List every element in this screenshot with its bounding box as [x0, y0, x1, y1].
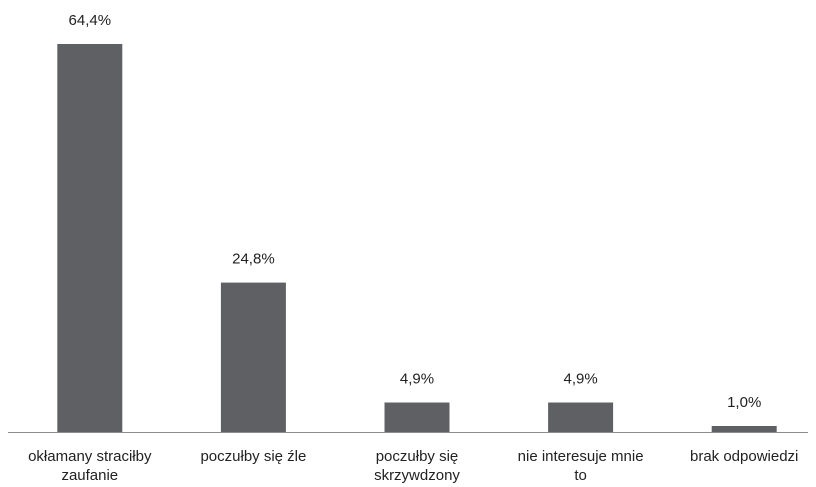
bar-3 [384, 402, 450, 432]
category-label-1: okłamany straciłby zaufanie [28, 448, 152, 484]
data-label-3: 4,9% [400, 371, 434, 388]
bar-5 [711, 426, 777, 432]
category-label-2: poczułby się źle [200, 448, 306, 465]
bar-4 [548, 402, 614, 432]
bar-2 [220, 282, 286, 432]
data-label-5: 1,0% [727, 394, 761, 411]
category-label-5: brak odpowiedzi [690, 448, 798, 465]
category-label-3: poczułby się skrzywdzony [374, 448, 460, 484]
data-label-2: 24,8% [232, 251, 275, 268]
labels-layer: 64,4% okłamany straciłby zaufanie 24,8% pocz… [28, 12, 798, 484]
bar-1 [57, 44, 123, 432]
bars-layer [57, 44, 777, 432]
data-label-4: 4,9% [563, 371, 597, 388]
category-label-4: nie interesuje mnie to [518, 448, 644, 484]
data-label-1: 64,4% [69, 12, 112, 29]
